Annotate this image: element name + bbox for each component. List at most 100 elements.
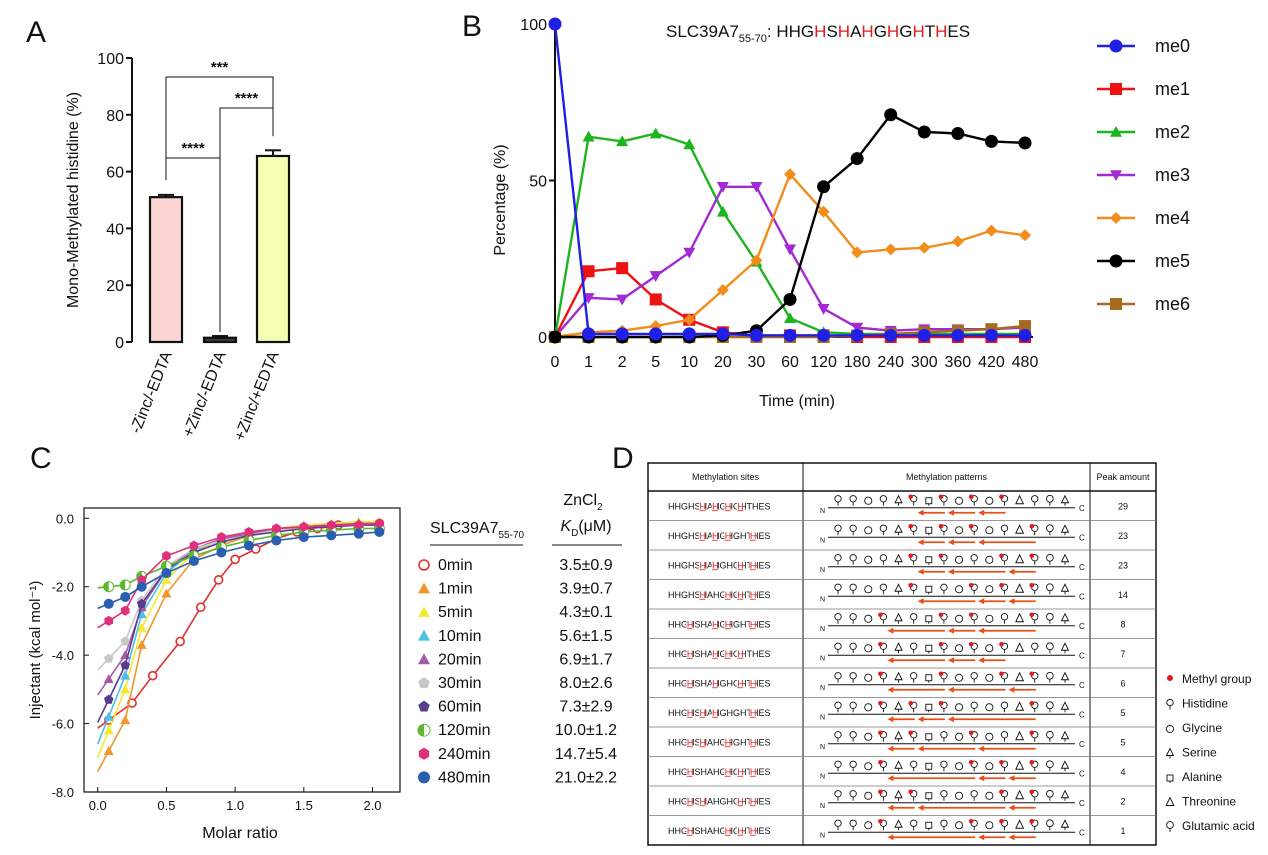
c-legend-marker bbox=[418, 559, 430, 571]
b-legend-marker bbox=[1110, 298, 1122, 310]
d-arrow-head bbox=[887, 627, 894, 634]
d-methyl-dot bbox=[878, 641, 883, 647]
c-ytick-label: -6.0 bbox=[52, 717, 74, 732]
panel-a-ylabel: Mono-Methylated histidine (%) bbox=[65, 92, 82, 308]
d-methyl-dot bbox=[999, 641, 1004, 647]
d-residue-ser bbox=[894, 819, 903, 831]
his-head bbox=[910, 760, 918, 768]
d-residue-gly bbox=[955, 762, 964, 771]
thr-tri bbox=[1015, 524, 1025, 534]
d-residue-his bbox=[940, 819, 948, 831]
gly-ring bbox=[864, 703, 873, 712]
d-methyl-dot bbox=[908, 523, 913, 529]
ala-box bbox=[925, 585, 933, 593]
c-kd-value: 6.9±1.7 bbox=[559, 651, 612, 668]
d-residue-glu bbox=[1046, 524, 1054, 536]
d-row-seq-red: H bbox=[737, 826, 744, 836]
ser-tri bbox=[1165, 747, 1175, 756]
his-head bbox=[834, 701, 842, 709]
b-point-me5 bbox=[917, 125, 931, 139]
d-c-term: C bbox=[1079, 740, 1085, 749]
d-residue-his bbox=[970, 672, 978, 683]
d-methyl-dot bbox=[968, 612, 974, 618]
d-residue-gly bbox=[864, 673, 873, 682]
d-arrow-head bbox=[978, 775, 985, 782]
c-point-1min bbox=[136, 639, 147, 649]
d-residue-his bbox=[849, 642, 857, 654]
his-head bbox=[849, 524, 857, 532]
d-red-mask bbox=[699, 501, 706, 511]
d-residue-his bbox=[849, 701, 857, 713]
a-ytick-label: 60 bbox=[106, 165, 124, 182]
d-red-mask bbox=[749, 708, 756, 718]
d-row-peak: 23 bbox=[1118, 531, 1128, 541]
thr-tri bbox=[1165, 796, 1175, 806]
c-kd-header-unit: (μM) bbox=[578, 518, 611, 535]
d-red-mask bbox=[711, 649, 718, 659]
d-residue-glu bbox=[1046, 819, 1054, 831]
d-c-term: C bbox=[1079, 799, 1085, 808]
c-point-1min bbox=[103, 745, 114, 755]
glu-head bbox=[1046, 642, 1054, 651]
d-residue-ser bbox=[894, 524, 903, 536]
b-point-me0 bbox=[649, 327, 663, 341]
d-row-seq-red: H bbox=[750, 708, 757, 718]
d-methyl-dot bbox=[999, 789, 1004, 795]
a-bar bbox=[148, 196, 184, 344]
d-header-sites: Methylation sites bbox=[692, 472, 760, 482]
d-n-term: N bbox=[820, 537, 825, 544]
d-residue-thr bbox=[1015, 730, 1025, 741]
d-red-mask bbox=[724, 619, 731, 629]
d-c-term: C bbox=[1079, 622, 1085, 631]
d-legend-label: Serine bbox=[1182, 746, 1217, 760]
ser-tri bbox=[894, 789, 903, 799]
d-residue-his bbox=[1000, 701, 1009, 713]
d-c-term: C bbox=[1079, 533, 1085, 542]
c-point-480min bbox=[353, 528, 364, 539]
d-n-term: N bbox=[820, 655, 825, 662]
d-residue-his bbox=[910, 613, 918, 624]
c-point-240min bbox=[354, 520, 364, 531]
b-ytick-label: 100 bbox=[520, 17, 547, 34]
d-n-term: N bbox=[820, 832, 825, 839]
d-residue-glu bbox=[1046, 701, 1054, 713]
c-legend-marker bbox=[418, 677, 430, 688]
d-methyl-dot bbox=[878, 818, 883, 824]
c-point-480min bbox=[216, 547, 227, 558]
his-head bbox=[849, 613, 857, 621]
ser-tri bbox=[894, 671, 903, 681]
b-point-me3 bbox=[851, 322, 864, 334]
d-row-seq-text: HHGHSHAHGHGHTHES bbox=[668, 796, 771, 806]
d-row-seq-red: H bbox=[725, 826, 732, 836]
glu-head bbox=[1046, 701, 1054, 710]
d-row-seq-text: HHGHSHAHGHGHTHES bbox=[668, 708, 771, 718]
c-legend-marker bbox=[417, 723, 431, 737]
c-legend-label: 20min bbox=[438, 651, 482, 668]
a-ytick-label: 20 bbox=[106, 278, 124, 295]
d-row-seq-red: H bbox=[712, 649, 719, 659]
b-ytick-label: 0 bbox=[538, 330, 547, 347]
his-head bbox=[849, 760, 857, 768]
his-head bbox=[940, 819, 948, 827]
d-red-mask bbox=[686, 678, 693, 688]
gly-ring bbox=[864, 614, 873, 623]
d-methyl-dot bbox=[1029, 671, 1035, 677]
his-head bbox=[940, 583, 948, 591]
his-head bbox=[834, 731, 842, 739]
d-residue-gly bbox=[864, 496, 873, 505]
c-legend-marker-half bbox=[418, 724, 424, 737]
b-legend-marker bbox=[1110, 126, 1122, 137]
ala-box bbox=[925, 733, 933, 741]
d-red-mask bbox=[699, 531, 706, 541]
d-row-seq-red: H bbox=[700, 501, 707, 511]
d-row-seq-text: HHGHSHAHGHGHTHES bbox=[668, 501, 771, 511]
d-row-peak: 2 bbox=[1120, 796, 1125, 806]
ser-tri bbox=[894, 612, 903, 622]
his-head bbox=[910, 672, 918, 680]
b-point-me4 bbox=[750, 254, 763, 267]
panel-c-itc-chart: Injectant (kcal mol⁻¹) Molar ratio 0.0 0.… bbox=[27, 492, 622, 842]
b-series-line-me2 bbox=[553, 132, 1025, 338]
c-legend-header-sub: 55-70 bbox=[499, 530, 525, 541]
c-point-480min bbox=[298, 532, 309, 543]
d-red-mask bbox=[724, 590, 731, 600]
